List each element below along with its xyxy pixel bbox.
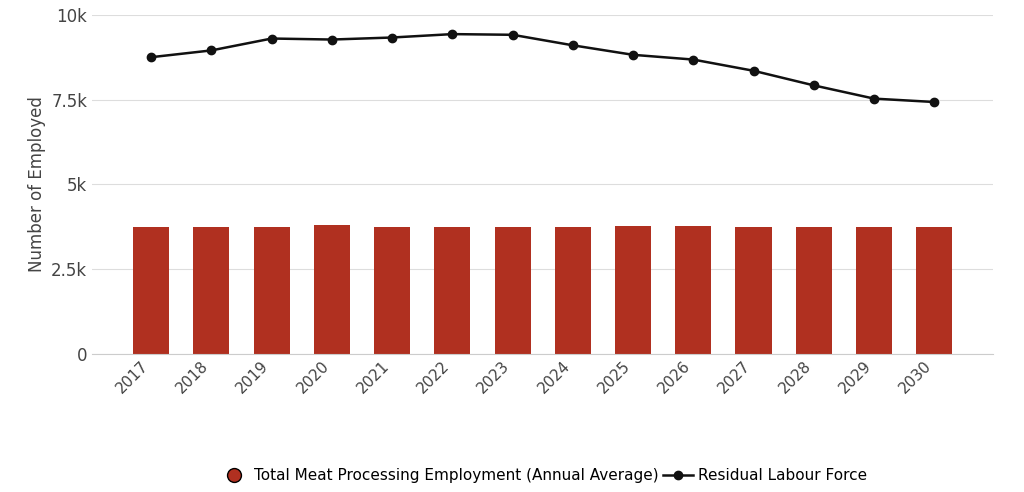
Bar: [555, 227, 591, 354]
Bar: [796, 227, 831, 354]
Bar: [495, 227, 530, 354]
Bar: [254, 227, 290, 354]
Bar: [194, 227, 229, 354]
Bar: [615, 226, 651, 354]
Bar: [434, 227, 470, 354]
Bar: [313, 225, 350, 354]
Bar: [133, 227, 169, 354]
Legend: Total Meat Processing Employment (Annual Average), Residual Labour Force: Total Meat Processing Employment (Annual…: [212, 462, 873, 489]
Bar: [374, 227, 411, 354]
Y-axis label: Number of Employed: Number of Employed: [28, 96, 46, 273]
Bar: [916, 227, 952, 354]
Bar: [675, 226, 712, 354]
Bar: [856, 227, 892, 354]
Bar: [735, 227, 772, 354]
